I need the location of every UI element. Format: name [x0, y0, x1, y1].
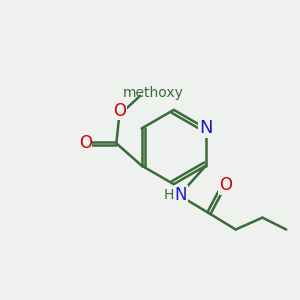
Text: O: O [219, 176, 232, 194]
Text: methoxy: methoxy [123, 86, 184, 100]
Text: O: O [79, 134, 92, 152]
Text: H: H [164, 188, 174, 202]
Text: N: N [199, 119, 213, 137]
Text: O: O [113, 102, 126, 120]
Text: N: N [174, 186, 187, 204]
